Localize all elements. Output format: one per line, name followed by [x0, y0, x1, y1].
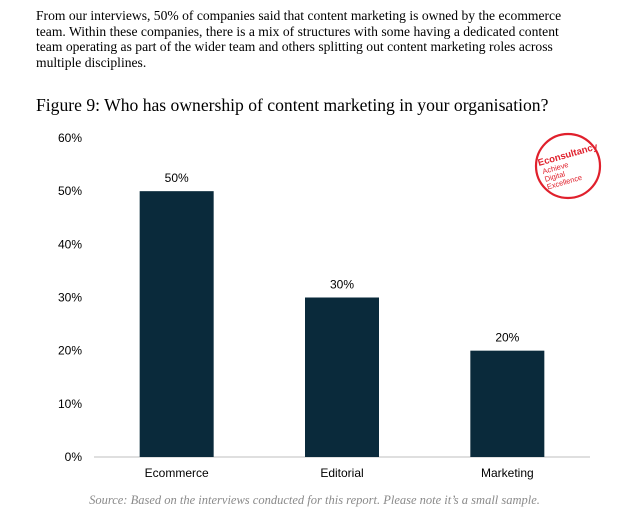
y-tick-label: 20%: [58, 344, 82, 358]
intro-line: multiple disciplines.: [36, 54, 147, 70]
y-tick-label: 50%: [58, 184, 82, 198]
bar: [139, 191, 214, 457]
figure-title: Figure 9: Who has ownership of content m…: [36, 95, 549, 115]
bar: [470, 350, 545, 457]
x-tick-label: Editorial: [320, 466, 363, 480]
intro-line: team operating as part of the wider team…: [36, 39, 553, 54]
y-tick-label: 0%: [65, 450, 83, 464]
y-tick-label: 10%: [58, 397, 82, 411]
data-label: 20%: [495, 331, 519, 345]
intro-line: From our interviews, 50% of companies sa…: [36, 8, 562, 23]
y-tick-label: 30%: [58, 291, 82, 305]
intro-line: team. Within these companies, there is a…: [36, 23, 559, 39]
data-label: 30%: [330, 278, 354, 292]
econsultancy-logo-stamp: Econsultancy Achieve Digital Excellence: [534, 132, 602, 200]
y-tick-label: 40%: [58, 237, 82, 251]
data-label: 50%: [165, 171, 189, 185]
intro-paragraph: From our interviews, 50% of companies sa…: [36, 8, 616, 70]
x-tick-label: Marketing: [481, 466, 534, 480]
source-note: Source: Based on the interviews conducte…: [89, 493, 540, 507]
x-tick-label: Ecommerce: [145, 466, 209, 480]
bar: [305, 297, 379, 457]
y-tick-label: 60%: [58, 131, 82, 145]
bar-chart: 0% 10% 20% 30% 40% 50% 60% 50% Ecommerce 30% Edito…: [58, 131, 590, 480]
